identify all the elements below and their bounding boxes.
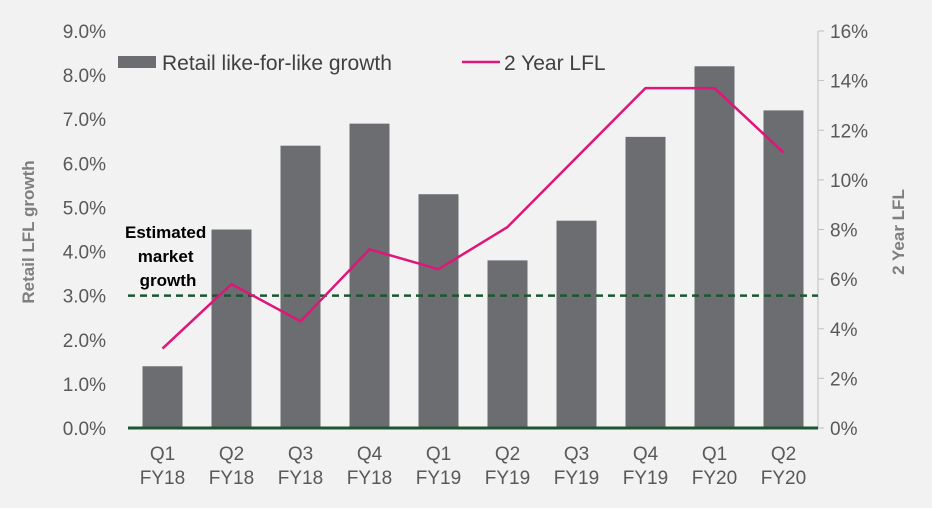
x-tick-label-quarter: Q3 xyxy=(288,444,313,465)
x-tick-label-quarter: Q3 xyxy=(564,444,589,465)
right-axis-tick-label: 0% xyxy=(830,419,858,440)
x-tick-label-quarter: Q4 xyxy=(633,444,659,465)
right-axis-tick-label: 16% xyxy=(830,22,868,43)
x-tick-label-quarter: Q1 xyxy=(702,444,727,465)
reference-label-line: growth xyxy=(140,271,197,290)
right-axis-tick-label: 12% xyxy=(830,121,868,142)
left-axis-tick-label: 5.0% xyxy=(63,198,106,219)
reference-line-label: Estimated market growth xyxy=(125,223,211,290)
bar-series xyxy=(142,66,804,429)
left-axis-tick-label: 9.0% xyxy=(63,22,106,43)
legend-bar-swatch xyxy=(118,56,156,68)
x-tick-label-year: FY19 xyxy=(554,468,599,489)
right-axis-tick-label: 8% xyxy=(830,221,858,242)
two-year-lfl-line xyxy=(161,86,785,350)
bar-q1-fy18 xyxy=(142,366,183,428)
left-axis-tick-label: 3.0% xyxy=(63,287,106,308)
x-tick-label-quarter: Q2 xyxy=(771,444,796,465)
x-tick-label-year: FY19 xyxy=(416,468,461,489)
legend-bar-label: Retail like-for-like growth xyxy=(162,52,392,75)
left-axis-tick-label: 7.0% xyxy=(63,110,106,131)
bar-q2-fy18 xyxy=(211,229,252,428)
reference-label-line: Estimated xyxy=(125,223,206,242)
bar-q4-fy18 xyxy=(349,123,390,428)
left-axis-tick-label: 2.0% xyxy=(63,331,106,352)
left-axis-tick-label: 6.0% xyxy=(63,154,106,175)
x-tick-label-quarter: Q2 xyxy=(219,444,244,465)
legend: Retail like-for-like growth 2 Year LFL xyxy=(118,52,606,75)
x-tick-label-year: FY20 xyxy=(692,468,737,489)
x-tick-label-year: FY18 xyxy=(209,468,254,489)
x-tick-label-quarter: Q1 xyxy=(150,444,175,465)
bar-q1-fy19 xyxy=(418,194,459,428)
bar-q1-fy20 xyxy=(694,66,735,429)
left-axis-title: Retail LFL growth xyxy=(19,160,38,303)
left-axis-ticks: 0.0% 1.0% 2.0% 3.0% 4.0% 5.0% 6.0% 7.0% 8.0% 9.0% xyxy=(63,22,106,440)
x-tick-label-quarter: Q4 xyxy=(357,444,383,465)
left-axis-tick-label: 0.0% xyxy=(63,419,106,440)
x-tick-label-year: FY20 xyxy=(761,468,806,489)
left-axis-tick-label: 1.0% xyxy=(63,375,106,396)
x-tick-label-quarter: Q2 xyxy=(495,444,520,465)
bar-q4-fy19 xyxy=(625,136,666,428)
x-axis-labels: Q1 FY18 Q2 FY18 Q3 FY18 Q4 FY18 Q1 FY19 Q2 FY19 Q3 FY… xyxy=(140,444,806,489)
right-axis-tick-label: 2% xyxy=(830,369,858,390)
right-axis-tick-label: 10% xyxy=(830,171,868,192)
right-axis-ticks: 0% 2% 4% 6% 8% 10% 12% 14% 16% xyxy=(818,22,868,440)
left-axis-tick-label: 4.0% xyxy=(63,243,106,264)
x-tick-label-quarter: Q1 xyxy=(426,444,451,465)
x-tick-label-year: FY18 xyxy=(278,468,323,489)
x-tick-label-year: FY19 xyxy=(485,468,530,489)
bar-q2-fy19 xyxy=(487,260,528,428)
right-axis-tick-label: 6% xyxy=(830,270,858,291)
bar-q3-fy18 xyxy=(280,145,321,428)
right-axis-title: 2 Year LFL xyxy=(889,189,908,275)
reference-label-line: market xyxy=(138,247,194,266)
bar-q3-fy19 xyxy=(556,220,597,428)
legend-line-label: 2 Year LFL xyxy=(504,52,606,75)
right-axis-tick-label: 4% xyxy=(830,320,858,341)
x-tick-label-year: FY18 xyxy=(347,468,392,489)
left-axis-tick-label: 8.0% xyxy=(63,66,106,87)
bar-q2-fy20 xyxy=(763,110,804,429)
x-tick-label-year: FY18 xyxy=(140,468,185,489)
x-tick-label-year: FY19 xyxy=(623,468,668,489)
right-axis-tick-label: 14% xyxy=(830,72,868,93)
